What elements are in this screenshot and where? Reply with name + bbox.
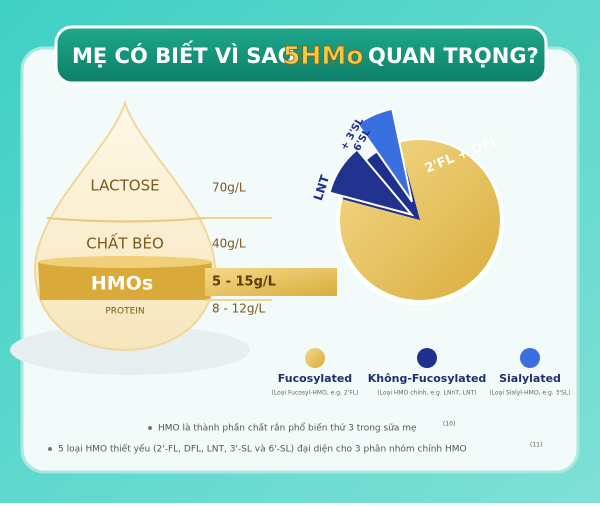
pie-slice — [328, 148, 415, 217]
hmo-band-top — [38, 256, 212, 268]
hmo-band — [38, 262, 212, 300]
title-highlight: 5HMo — [283, 41, 363, 70]
title: QUAN TRỌNG? — [368, 44, 539, 68]
legend-name: Fucosylated — [278, 372, 352, 385]
title-banner — [54, 25, 548, 85]
layer-amount: 40g/L — [212, 237, 246, 251]
bullet — [48, 447, 52, 451]
layer-label: CHẤT BÉO — [86, 232, 164, 253]
legend-name: Không-Fucosylated — [368, 372, 487, 385]
layer-label: LACTOSE — [90, 177, 159, 195]
layer-line — [46, 217, 206, 223]
note: HMO là thành phần chất rắn phổ biến thứ … — [158, 423, 417, 434]
layer-amount: 70g/L — [212, 181, 246, 195]
legend-swatch — [417, 348, 437, 368]
layer-amount: 5 - 15g/L — [212, 275, 276, 290]
pie-slice — [356, 107, 413, 203]
title: MẸ CÓ BIẾT VÌ SAO — [72, 40, 296, 68]
legend-note: (Loại Fucosyl-HMO, e.g. 2'FL) — [272, 390, 359, 397]
legend-note: (Loại HMO chính, e.g. LNnT, LNT) — [377, 390, 476, 397]
note-ref: (10) — [443, 421, 455, 428]
bullet — [148, 426, 152, 430]
layer-amount: 8 - 12g/L — [212, 302, 266, 316]
note-ref: (11) — [530, 442, 542, 449]
legend-swatch — [305, 348, 325, 368]
layer-label: PROTEIN — [105, 307, 144, 317]
hmo-bar — [205, 268, 337, 296]
layer-label: HMOs — [91, 273, 153, 295]
note: 5 loại HMO thiết yếu (2'-FL, DFL, LNT, 3… — [58, 444, 467, 455]
legend-name: Sialylated — [499, 372, 561, 385]
legend-swatch — [520, 348, 540, 368]
pie-slice — [339, 139, 500, 300]
legend-note: (Loại Sialyl-HMO, e.g. 3'SL) — [489, 390, 570, 397]
